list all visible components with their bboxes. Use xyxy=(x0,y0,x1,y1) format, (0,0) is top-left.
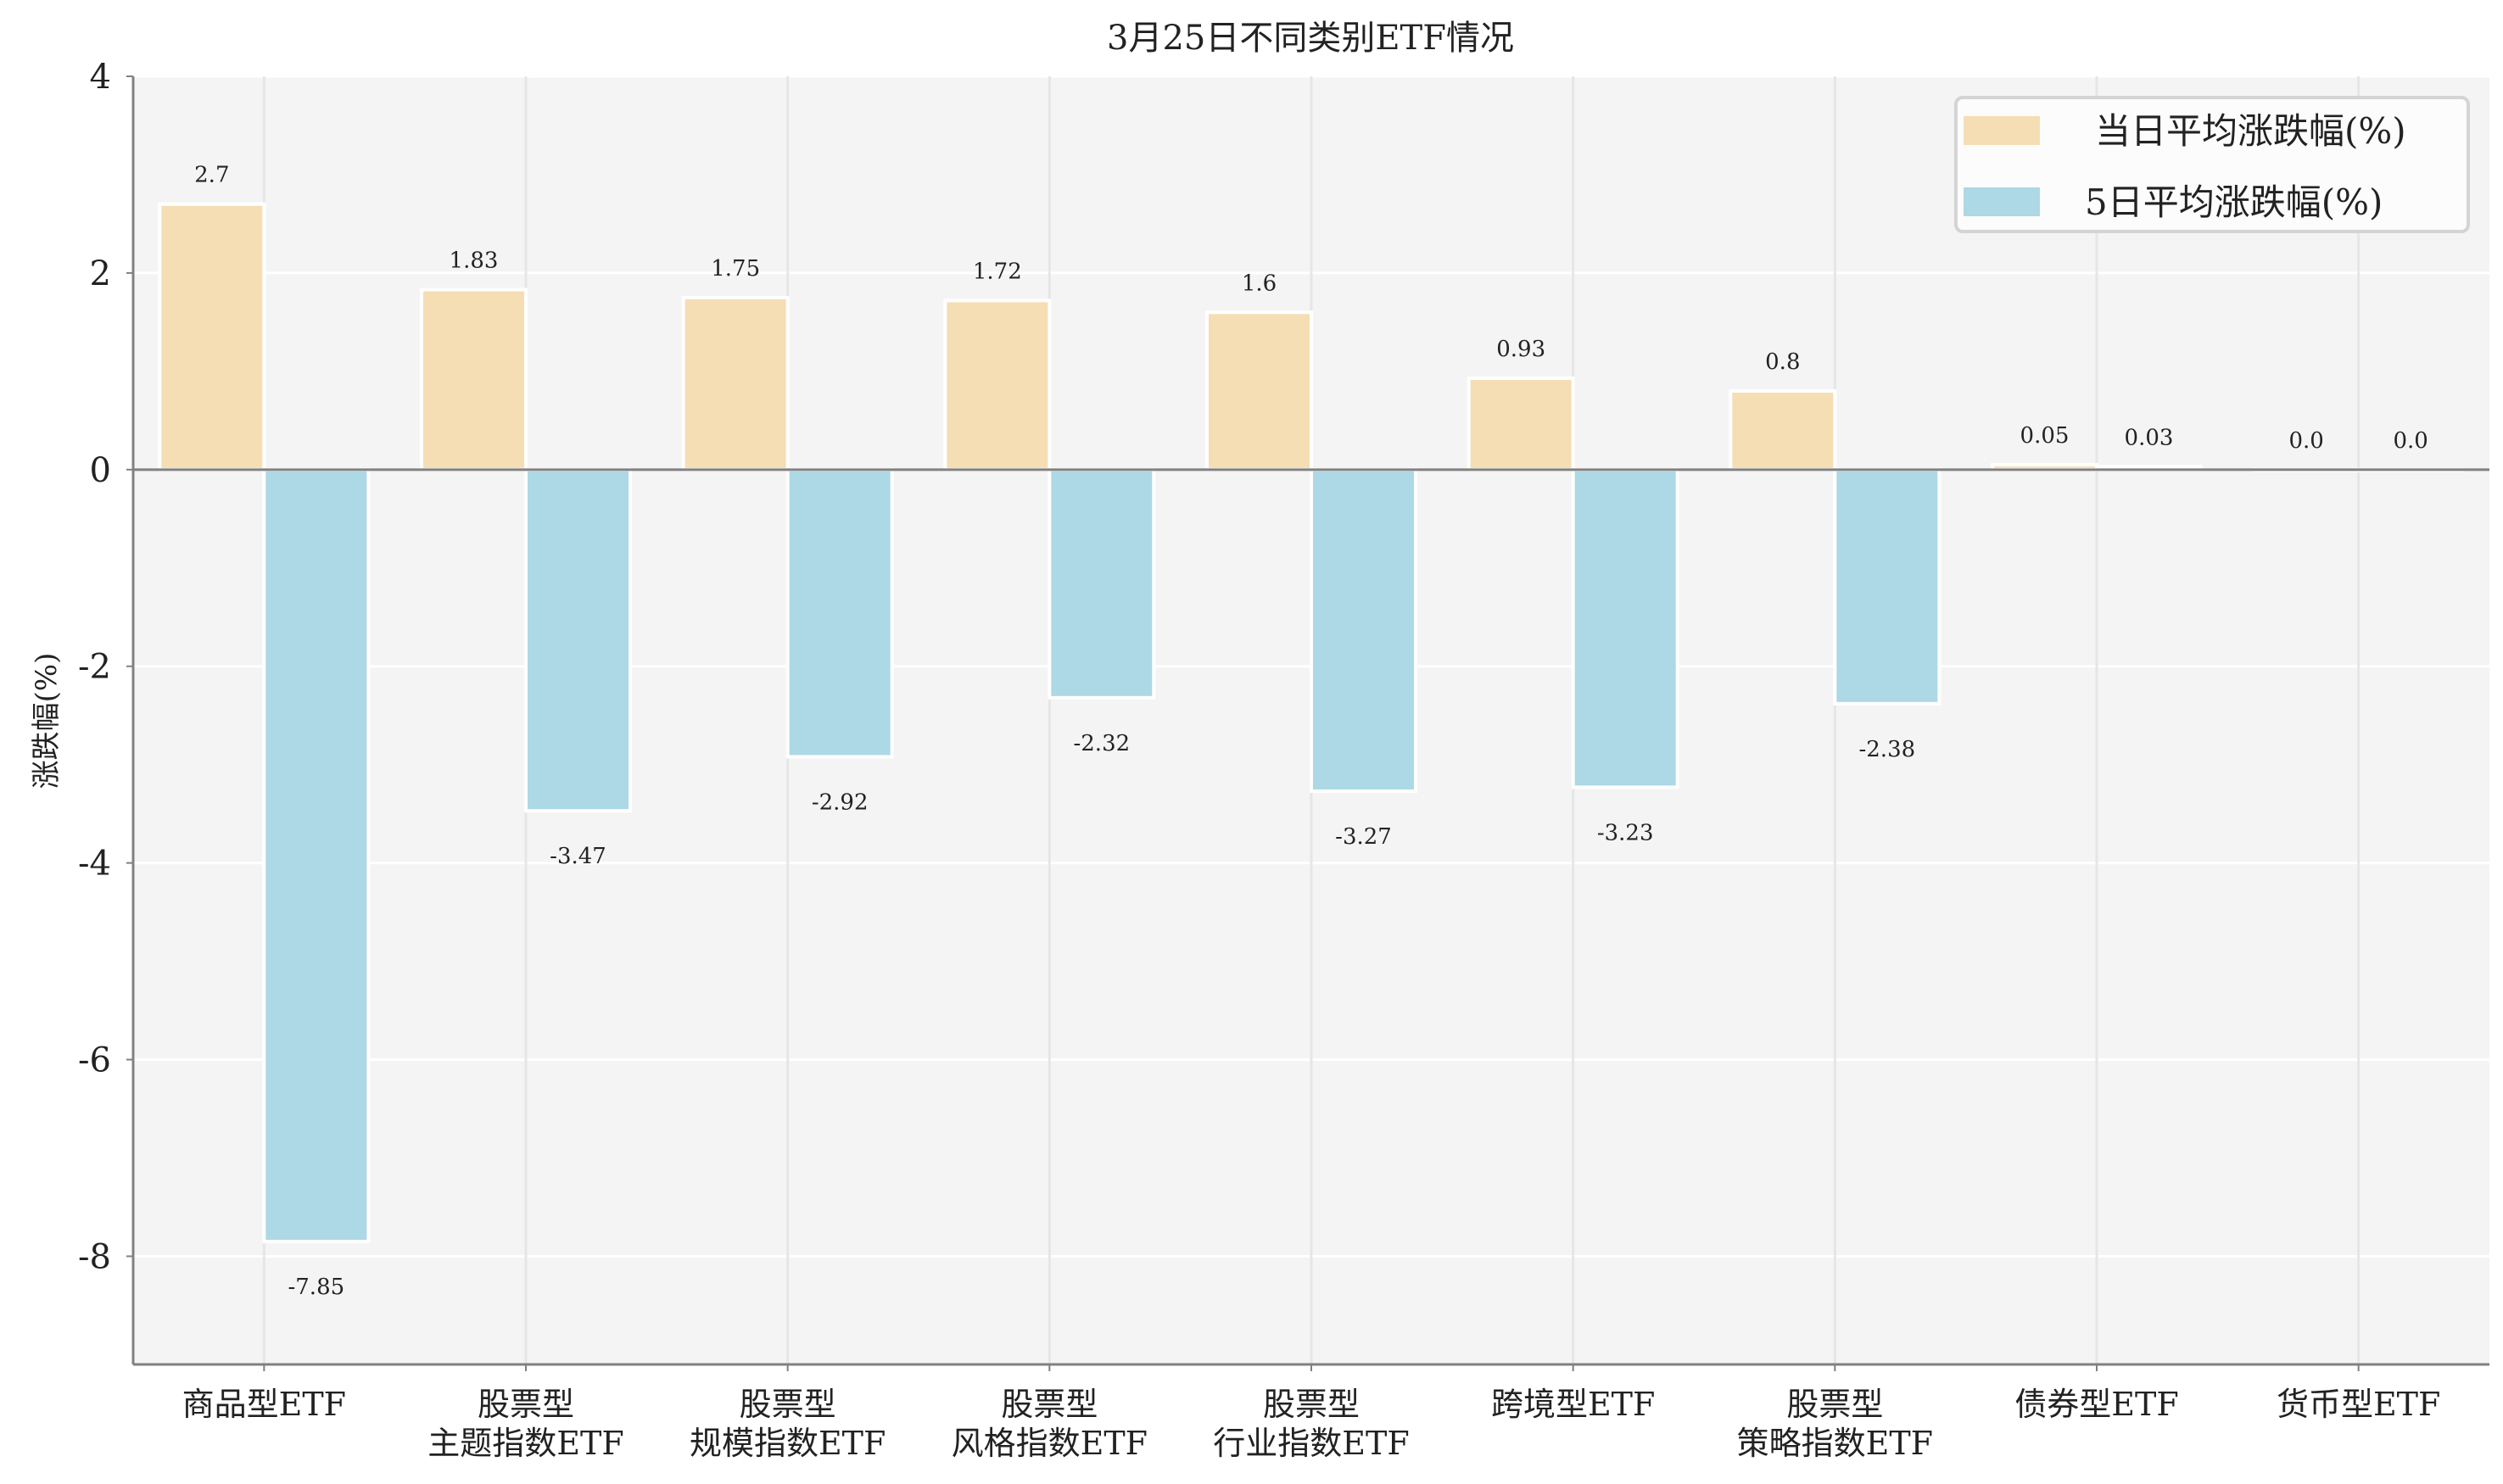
data-label: 2.7 xyxy=(194,163,229,188)
data-label: 0.03 xyxy=(2125,425,2174,450)
data-label: -3.27 xyxy=(1335,824,1392,850)
legend-swatch xyxy=(1964,187,2040,216)
legend-label: 当日平均涨跌幅(%) xyxy=(2095,110,2406,152)
legend-swatch xyxy=(1964,116,2040,145)
bar-daily xyxy=(158,202,266,471)
x-tick-label: 股票型行业指数ETF xyxy=(1213,1386,1409,1462)
plot-area: 420-2-4-6-82.71.83 1.75 1.72 1.60.930.80.05… xyxy=(78,58,2489,1462)
data-label: 0.93 xyxy=(1496,337,1545,362)
data-label: 0.0 xyxy=(2288,428,2323,454)
bar-daily xyxy=(1205,310,1313,471)
x-tick-label: 货币型ETF xyxy=(2277,1386,2440,1423)
bar-5day xyxy=(1833,467,1942,706)
bar-daily xyxy=(681,295,790,471)
data-label: -2.92 xyxy=(812,789,869,815)
legend-label: 5日平均涨跌幅(%) xyxy=(2085,181,2383,223)
y-tick-label: -4 xyxy=(78,845,111,884)
data-label: 1.83 xyxy=(450,248,499,274)
y-tick-label: 4 xyxy=(90,58,111,97)
data-label: 0.05 xyxy=(2020,423,2070,449)
data-label: -7.85 xyxy=(288,1275,344,1300)
data-label: -2.38 xyxy=(1858,737,1915,762)
x-tick-label: 股票型策略指数ETF xyxy=(1737,1386,1933,1462)
data-label: -3.47 xyxy=(550,844,606,869)
bar-5day xyxy=(524,467,632,813)
bar-daily xyxy=(420,287,528,471)
data-label: 1.6 xyxy=(1242,271,1277,296)
data-label: 0.0 xyxy=(2393,428,2428,454)
legend: 当日平均涨跌幅(%) 5日平均涨跌幅(%) xyxy=(1954,96,2470,233)
bar-daily xyxy=(1729,389,1837,471)
bar-5day xyxy=(262,467,371,1244)
data-label: 0.8 xyxy=(1765,349,1800,375)
x-tick-label: 股票型主题指数ETF xyxy=(427,1386,623,1462)
bar-5day xyxy=(1048,467,1156,700)
bar-daily xyxy=(943,298,1052,471)
bar-5day xyxy=(785,467,894,759)
x-tick-label: 股票型风格指数ETF xyxy=(952,1386,1148,1462)
x-tick-label: 跨境型ETF xyxy=(1491,1386,1655,1423)
bar-daily xyxy=(1467,376,1575,471)
y-tick-label: 0 xyxy=(90,451,111,490)
data-label: 1.75 xyxy=(711,256,760,282)
x-tick-label: 股票型规模指数ETF xyxy=(690,1386,886,1462)
data-label: -2.32 xyxy=(1073,731,1130,756)
x-tick-label: 债券型ETF xyxy=(2014,1386,2178,1423)
bar-5day xyxy=(1571,467,1679,789)
data-label: -3.23 xyxy=(1597,820,1654,845)
y-tick-label: -6 xyxy=(78,1041,111,1080)
chart-title: 3月25日不同类别ETF情况 xyxy=(1107,19,1514,58)
bar-5day xyxy=(1310,467,1417,793)
y-tick-label: -8 xyxy=(78,1237,111,1276)
y-tick-label: 2 xyxy=(90,254,111,293)
y-axis-label: 涨跌幅(%) xyxy=(30,653,64,789)
y-tick-label: -2 xyxy=(78,648,111,687)
x-tick-label: 商品型ETF xyxy=(182,1386,346,1423)
data-label: 1.72 xyxy=(973,259,1022,284)
legend-box xyxy=(1954,96,2470,233)
